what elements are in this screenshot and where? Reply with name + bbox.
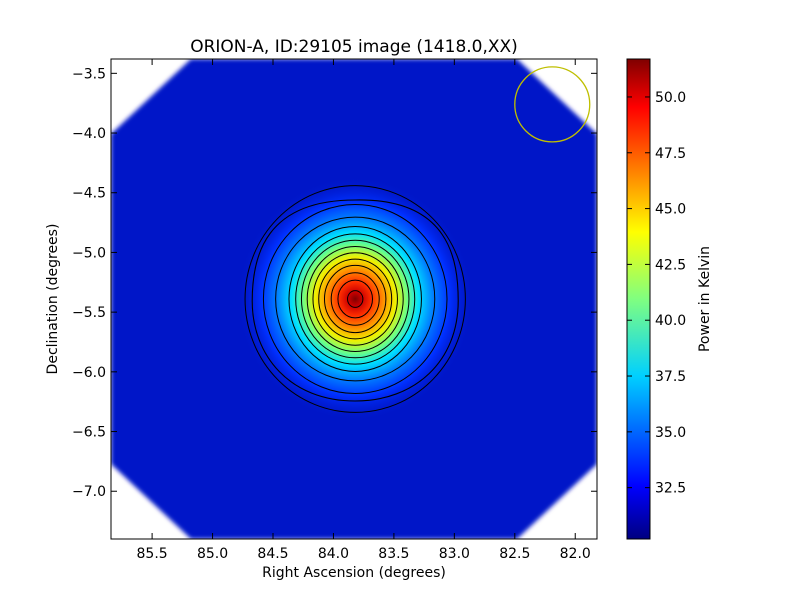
- x-tick-label: 84.0: [318, 546, 349, 562]
- x-tick-label: 82.0: [560, 546, 591, 562]
- colorbar-tick-label: 40.0: [655, 313, 686, 329]
- colorbar-tick-label: 32.5: [655, 481, 686, 497]
- contour-line: [318, 258, 393, 340]
- x-tick-label: 82.5: [499, 546, 530, 562]
- colorbar-tick-label: 47.5: [655, 146, 686, 162]
- y-tick-label: −4.5: [72, 186, 106, 202]
- contour-line: [275, 216, 436, 382]
- contour-line: [300, 239, 410, 359]
- y-tick-label: −6.0: [72, 365, 106, 381]
- plot-frame: [110, 58, 598, 540]
- x-tick-label: 85.5: [137, 546, 168, 562]
- contour-line: [347, 290, 364, 308]
- contour-line: [312, 252, 398, 346]
- chart-title: ORION-A, ID:29105 image (1418.0,XX): [190, 37, 518, 57]
- y-tick-label: −6.5: [72, 425, 106, 441]
- x-tick-label: 83.0: [439, 546, 470, 562]
- colorbar: [626, 58, 651, 540]
- colorbar-ticks: 32.5 35.0 37.5 40.0 42.5 45.0 47.5 50.0: [627, 90, 686, 497]
- colorbar-tick-label: 35.0: [655, 425, 686, 441]
- y-tick-label: −5.0: [72, 245, 106, 261]
- contour-line: [262, 204, 448, 394]
- source-heat: [237, 177, 474, 421]
- colorbar-tick-label: 37.5: [655, 369, 686, 385]
- y-axis-label: Declination (degrees): [45, 224, 61, 375]
- contour-line: [295, 233, 416, 365]
- y-tick-label: −7.0: [72, 484, 106, 500]
- y-tick-label: −5.5: [72, 305, 106, 321]
- colorbar-tick-label: 45.0: [655, 202, 686, 218]
- contour-line: [337, 279, 373, 319]
- contour-line: [288, 226, 422, 372]
- colorbar-tick-label: 42.5: [655, 257, 686, 273]
- x-tick-label: 84.5: [257, 546, 288, 562]
- contour-line: [306, 246, 404, 352]
- x-tick-label: 85.0: [197, 546, 228, 562]
- x-axis-ticks: 85.5 85.0 84.5 84.0 83.5 83.0 82.5 82.0: [137, 59, 591, 562]
- beam-marker: [514, 66, 591, 143]
- colorbar-label: Power in Kelvin: [697, 246, 713, 352]
- contours: [244, 185, 466, 413]
- contour-line: [244, 185, 466, 413]
- plot-area: [111, 59, 597, 539]
- x-axis-label: Right Ascension (degrees): [262, 565, 446, 581]
- contour-line: [323, 264, 387, 334]
- y-axis-ticks: −3.5 −4.0 −4.5 −5.0 −5.5 −6.0 −6.5 −7.0: [72, 66, 597, 500]
- y-tick-label: −3.5: [72, 66, 106, 82]
- colorbar-tick-label: 50.0: [655, 90, 686, 106]
- contour-line: [330, 272, 380, 326]
- contour-line-outer: [251, 199, 459, 402]
- x-tick-label: 83.5: [378, 546, 409, 562]
- y-tick-label: −4.0: [72, 126, 106, 142]
